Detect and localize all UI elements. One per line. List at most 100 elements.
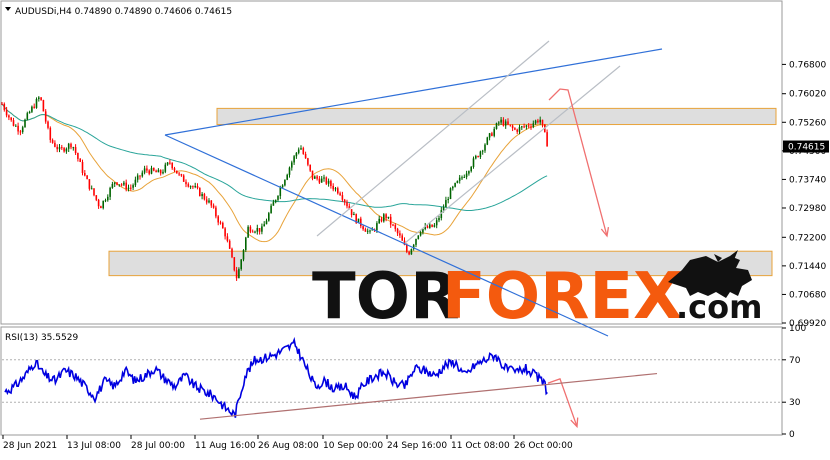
candle-body (159, 169, 162, 174)
candle-body (157, 169, 160, 173)
candle-body (311, 170, 314, 179)
ma-fast-line (1, 103, 548, 243)
candle-body (118, 184, 121, 186)
candle-body (5, 109, 8, 116)
rsi-tick-label: 70 (789, 356, 801, 366)
sr-zones (108, 107, 777, 277)
rsi-line (4, 336, 548, 418)
candle-body (410, 249, 413, 255)
candle-body (274, 199, 277, 203)
candle-body (518, 127, 521, 132)
candle-body (162, 171, 164, 174)
candle-body (143, 168, 146, 173)
candle-body (10, 117, 12, 121)
candle-body (468, 171, 470, 174)
candle-body (51, 139, 54, 143)
candle-body (511, 125, 514, 129)
candle-body (171, 162, 173, 169)
candle-body (245, 237, 247, 250)
candles (1, 96, 548, 281)
candle-body (95, 195, 98, 200)
candle-body (187, 184, 190, 187)
candle-body (44, 111, 47, 122)
candle-body (307, 158, 309, 165)
candle-body (205, 199, 208, 203)
candle-body (532, 123, 535, 127)
rsi-forecast-arrow (547, 378, 578, 427)
price-tick-label: 0.71440 (789, 262, 826, 272)
dropdown-triangle-icon[interactable] (5, 7, 11, 11)
candle-body (408, 251, 410, 255)
candle-body (47, 121, 49, 128)
candle-body (472, 158, 475, 168)
moving-averages (1, 103, 548, 243)
candle-body (58, 147, 61, 150)
time-tick-label: 28 Jun 2021 (3, 441, 57, 451)
candle-body (415, 239, 417, 245)
candle-body (123, 182, 125, 185)
time-tick-label: 10 Sep 00:00 (323, 441, 383, 451)
candle-body (486, 137, 489, 145)
time-tick-label: 13 Jul 08:00 (67, 441, 121, 451)
candle-body (527, 125, 530, 127)
candle-body (341, 195, 344, 200)
time-tick-label: 11 Oct 08:00 (451, 441, 510, 451)
candle-body (495, 123, 498, 129)
candle-body (203, 194, 206, 200)
candle-body (323, 177, 325, 179)
rsi-tick-label: 0 (789, 430, 795, 440)
candle-body (155, 170, 157, 173)
rsi-tick-label: 100 (789, 324, 806, 334)
symbol-header: AUDUSDi,H4 0.74890 0.74890 0.74606 0.746… (15, 7, 232, 17)
candle-body (254, 231, 256, 233)
candle-body (293, 156, 295, 163)
candle-body (401, 235, 403, 241)
candle-body (530, 126, 532, 128)
candle-body (210, 200, 213, 206)
candle-body (509, 124, 512, 126)
candle-body (433, 225, 436, 227)
candle-body (185, 181, 187, 185)
candle-body (364, 229, 367, 232)
candle-body (456, 180, 459, 183)
candle-body (74, 147, 77, 153)
candle-body (180, 174, 183, 176)
candle-body (238, 269, 240, 279)
candle-body (534, 120, 537, 124)
rsi-forecast-arrow-head (570, 417, 579, 429)
candle-body (125, 182, 127, 190)
candle-body (40, 97, 42, 101)
candle-body (1, 103, 3, 105)
candle-body (176, 170, 178, 174)
candle-body (514, 128, 516, 130)
candle-body (525, 125, 528, 127)
candle-body (376, 223, 378, 231)
candle-body (136, 175, 139, 180)
candle-body (442, 207, 445, 211)
candle-body (226, 236, 229, 241)
price-tick-label: 0.76020 (789, 90, 826, 100)
candle-body (300, 148, 302, 150)
candle-body (150, 167, 153, 174)
time-tick-label: 24 Sep 16:00 (387, 441, 447, 451)
candle-body (332, 185, 334, 190)
candle-body (81, 161, 84, 173)
candle-body (412, 244, 415, 250)
price-tick-label: 0.70680 (789, 290, 826, 300)
candle-body (134, 179, 137, 186)
rsi-tick-label: 30 (789, 398, 801, 408)
watermark: TOR FOREX .com (312, 250, 762, 334)
candle-body (334, 188, 337, 190)
candle-body (173, 168, 176, 171)
candle-body (498, 122, 500, 124)
candle-body (212, 205, 215, 208)
candle-body (192, 186, 194, 188)
candle-body (369, 230, 371, 232)
candle-body (139, 175, 141, 177)
candle-body (261, 226, 263, 232)
forecast-arrow-head (600, 227, 610, 238)
candle-body (507, 121, 509, 125)
candle-body (521, 126, 523, 128)
candle-body (77, 152, 79, 159)
